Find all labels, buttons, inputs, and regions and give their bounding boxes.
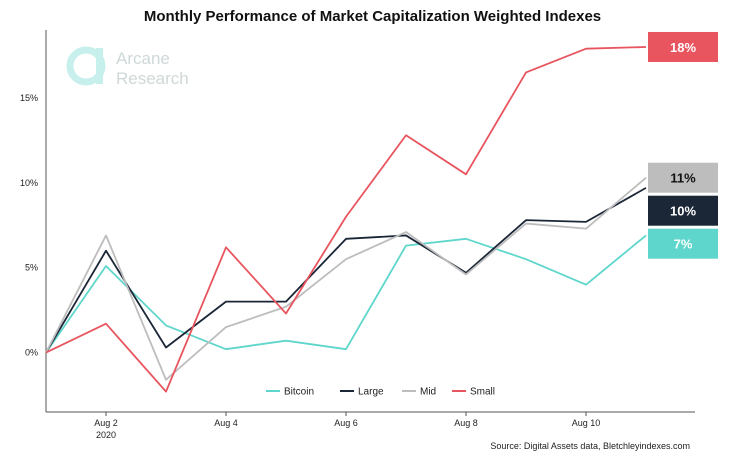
end-label-bitcoin: 7%: [674, 237, 693, 252]
logo-bar-icon: [96, 48, 103, 84]
end-label-box-mid: [648, 162, 718, 193]
logo-line2: Research: [116, 69, 189, 88]
legend-label-bitcoin: Bitcoin: [284, 387, 314, 398]
x-tick-sublabel: 2020: [96, 430, 116, 440]
legend-label-small: Small: [470, 387, 495, 398]
x-tick-label: Aug 2: [94, 418, 118, 428]
end-label-mid: 11%: [670, 171, 696, 186]
source-note: Source: Digital Assets data, Bletchleyin…: [490, 441, 690, 451]
x-tick-label: Aug 10: [572, 418, 601, 428]
x-tick-label: Aug 4: [214, 418, 238, 428]
arcane-research-logo: Arcane Research: [66, 46, 189, 88]
legend: Bitcoin Large Mid Small: [266, 387, 495, 398]
legend-label-mid: Mid: [420, 387, 436, 398]
legend-label-large: Large: [358, 387, 384, 398]
x-tick-label: Aug 8: [454, 418, 478, 428]
y-tick-label: 15%: [20, 93, 38, 103]
y-tick-label: 0%: [25, 348, 38, 358]
series-lines: [45, 46, 647, 393]
end-label-box-small: [648, 31, 718, 62]
end-label-box-bitcoin: [648, 228, 718, 259]
end-label-box-large: [648, 195, 718, 226]
y-tick-labels: 0% 5% 10% 15%: [20, 93, 38, 358]
x-tick-labels: Aug 2 2020 Aug 4 Aug 6 Aug 8 Aug 10: [94, 412, 600, 440]
series-line-small: [45, 46, 647, 393]
end-labels: 18% 11% 10% 7%: [648, 31, 718, 259]
x-tick-label: Aug 6: [334, 418, 358, 428]
y-tick-label: 10%: [20, 178, 38, 188]
chart-title: Monthly Performance of Market Capitaliza…: [143, 8, 602, 25]
logo-line1: Arcane: [116, 49, 170, 68]
series-line-mid: [45, 177, 647, 381]
series-line-large: [45, 187, 647, 354]
end-label-large: 10%: [670, 204, 696, 219]
end-label-small: 18%: [670, 40, 696, 55]
series-line-bitcoin: [45, 234, 647, 354]
y-tick-label: 5%: [25, 263, 38, 273]
